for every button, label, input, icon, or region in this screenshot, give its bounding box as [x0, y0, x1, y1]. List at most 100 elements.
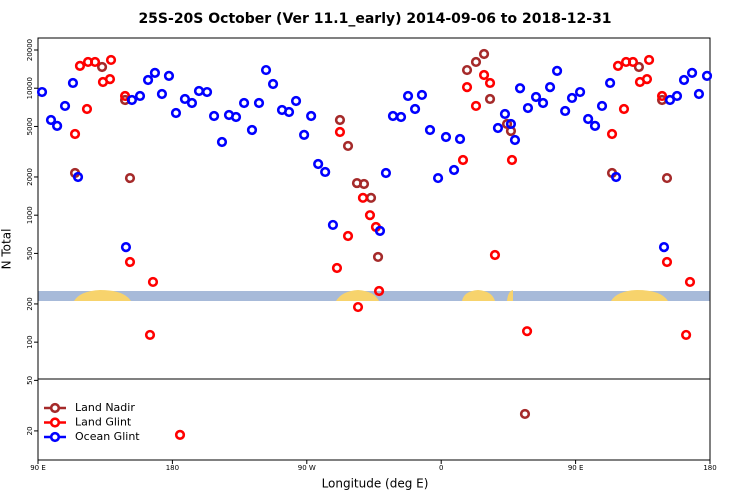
data-point	[149, 67, 161, 79]
data-point	[514, 83, 526, 94]
data-point	[352, 301, 364, 313]
data-point	[372, 251, 384, 263]
data-point	[701, 70, 713, 82]
data-point	[290, 95, 302, 107]
data-point	[72, 171, 84, 183]
data-point	[201, 86, 213, 98]
legend-label: Land Nadir	[75, 401, 135, 414]
data-point	[246, 124, 258, 136]
data-point	[686, 67, 698, 79]
data-point	[45, 114, 57, 126]
y-tick-label: 20000	[26, 39, 34, 61]
data-point	[681, 329, 692, 341]
data-point	[461, 82, 473, 93]
data-point	[186, 97, 198, 109]
data-point	[506, 154, 518, 166]
data-point	[678, 74, 690, 86]
y-tick-label: 500	[26, 247, 34, 260]
data-point	[484, 93, 496, 105]
data-point	[522, 102, 534, 114]
data-point	[156, 88, 168, 100]
legend-label: Ocean Glint	[75, 430, 140, 443]
data-point	[457, 154, 469, 166]
data-point	[664, 94, 676, 106]
data-point	[537, 97, 549, 109]
data-point	[105, 54, 117, 66]
data-point	[618, 103, 630, 115]
data-point	[334, 114, 346, 126]
data-point	[267, 78, 279, 90]
series	[36, 64, 713, 253]
data-point	[134, 90, 146, 102]
data-point	[364, 210, 376, 221]
map-strip	[38, 290, 710, 301]
data-point	[313, 158, 324, 170]
legend-marker	[49, 402, 61, 414]
data-point	[174, 429, 186, 441]
data-point	[104, 73, 116, 85]
data-point	[374, 225, 386, 237]
y-axis-label: N Total	[0, 229, 14, 270]
data-point	[67, 77, 79, 89]
data-point	[684, 276, 696, 288]
data-point	[454, 133, 466, 145]
data-point	[432, 172, 444, 184]
land-strip	[336, 290, 379, 301]
data-point	[583, 113, 594, 125]
series	[69, 54, 696, 441]
data-point	[124, 172, 136, 184]
y-tick-label: 100	[26, 335, 34, 348]
data-point	[380, 167, 392, 179]
y-tick-label: 20	[26, 426, 34, 435]
data-point	[661, 172, 673, 184]
data-point	[509, 134, 521, 146]
data-point	[604, 77, 616, 89]
data-point	[627, 56, 639, 68]
land-strip	[507, 290, 513, 301]
data-point	[331, 262, 343, 274]
data-point	[179, 93, 191, 105]
data-point	[357, 192, 369, 203]
y-tick-label: 1000	[26, 206, 34, 224]
y-tick-label: 10000	[26, 77, 34, 99]
data-point	[424, 124, 436, 136]
data-point	[126, 94, 138, 106]
data-point	[208, 110, 220, 122]
y-tick-label: 200	[26, 297, 34, 310]
data-point	[334, 126, 346, 138]
data-point	[327, 219, 339, 231]
data-point	[74, 60, 86, 71]
data-point	[320, 166, 331, 178]
data-point	[551, 65, 563, 76]
data-point	[147, 276, 159, 288]
data-point	[641, 73, 653, 85]
data-point	[163, 70, 175, 82]
chart-title: 25S-20S October (Ver 11.1_early) 2014-09…	[138, 11, 611, 27]
x-tick-label: 0	[439, 464, 443, 472]
data-point	[342, 230, 354, 242]
data-point	[470, 100, 482, 112]
legend-marker	[49, 431, 61, 443]
data-point	[589, 120, 601, 131]
data-point	[643, 54, 655, 66]
data-point	[560, 105, 571, 117]
data-point	[478, 69, 490, 81]
land-strip	[611, 290, 668, 301]
data-point	[358, 178, 370, 190]
y-tick-label: 50	[26, 376, 34, 385]
land-strip	[462, 290, 495, 301]
data-point	[610, 171, 622, 183]
data-point	[596, 100, 608, 112]
data-point	[530, 91, 542, 103]
land-strip	[74, 290, 131, 301]
y-tick-label: 2000	[26, 168, 34, 186]
data-point	[499, 108, 511, 120]
data-point	[656, 90, 668, 102]
data-point	[170, 107, 182, 119]
x-tick-label: 180	[703, 464, 716, 472]
data-point	[409, 103, 421, 115]
legend-label: Land Glint	[75, 416, 132, 429]
data-point	[120, 242, 132, 253]
